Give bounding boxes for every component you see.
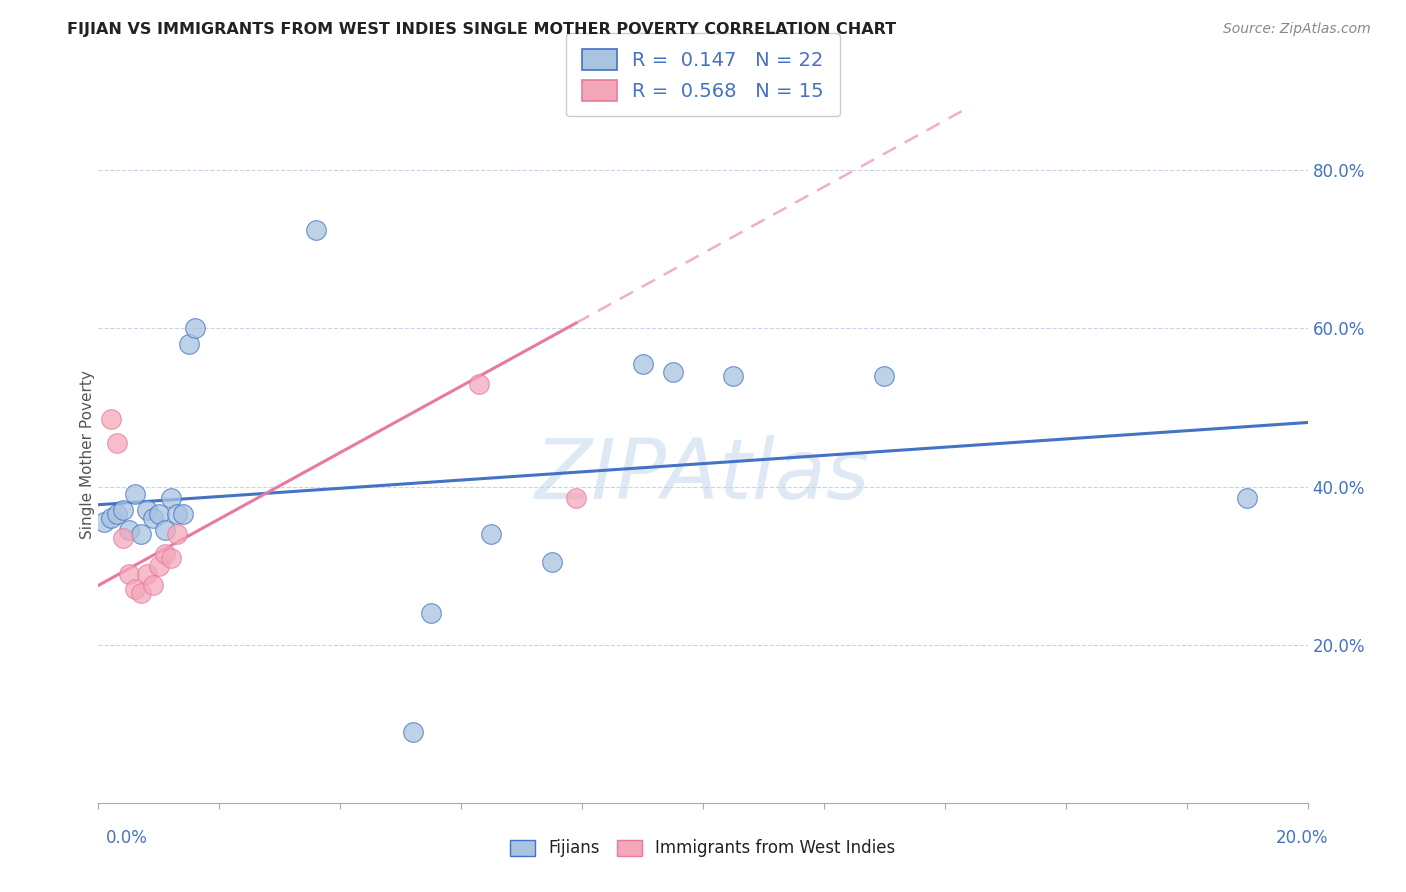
Point bbox=[481, 527, 503, 541]
Point bbox=[179, 337, 201, 351]
Point bbox=[111, 503, 134, 517]
Point bbox=[142, 511, 165, 525]
Text: FIJIAN VS IMMIGRANTS FROM WEST INDIES SINGLE MOTHER POVERTY CORRELATION CHART: FIJIAN VS IMMIGRANTS FROM WEST INDIES SI… bbox=[67, 22, 897, 37]
Text: 20.0%: 20.0% bbox=[1277, 829, 1329, 847]
Point bbox=[873, 368, 896, 383]
Point bbox=[160, 550, 183, 565]
Text: ZIPAtlas: ZIPAtlas bbox=[536, 435, 870, 516]
Point bbox=[111, 531, 134, 545]
Point bbox=[420, 606, 443, 620]
Point bbox=[105, 436, 128, 450]
Point bbox=[135, 566, 157, 581]
Point bbox=[468, 376, 491, 391]
Y-axis label: Single Mother Poverty: Single Mother Poverty bbox=[80, 370, 94, 540]
Point bbox=[166, 527, 188, 541]
Point bbox=[148, 507, 170, 521]
Point bbox=[105, 507, 128, 521]
Point bbox=[166, 507, 188, 521]
Point bbox=[184, 321, 207, 335]
Point bbox=[1236, 491, 1258, 506]
Point bbox=[124, 487, 146, 501]
Point bbox=[540, 555, 562, 569]
Legend: Fijians, Immigrants from West Indies: Fijians, Immigrants from West Indies bbox=[503, 833, 903, 864]
Point bbox=[124, 582, 146, 597]
Point bbox=[118, 566, 141, 581]
Point bbox=[661, 365, 683, 379]
Point bbox=[135, 503, 157, 517]
Point bbox=[142, 578, 165, 592]
Point bbox=[160, 491, 183, 506]
Point bbox=[148, 558, 170, 573]
Point bbox=[153, 547, 176, 561]
Point bbox=[100, 511, 122, 525]
Text: 0.0%: 0.0% bbox=[105, 829, 148, 847]
Point bbox=[723, 368, 745, 383]
Point bbox=[305, 222, 328, 236]
Text: Source: ZipAtlas.com: Source: ZipAtlas.com bbox=[1223, 22, 1371, 37]
Point bbox=[402, 724, 425, 739]
Point bbox=[129, 527, 152, 541]
Point bbox=[118, 523, 141, 537]
Point bbox=[172, 507, 194, 521]
Point bbox=[631, 357, 654, 371]
Point bbox=[153, 523, 176, 537]
Point bbox=[93, 515, 115, 529]
Point bbox=[129, 586, 152, 600]
Point bbox=[565, 491, 588, 506]
Point bbox=[100, 412, 122, 426]
